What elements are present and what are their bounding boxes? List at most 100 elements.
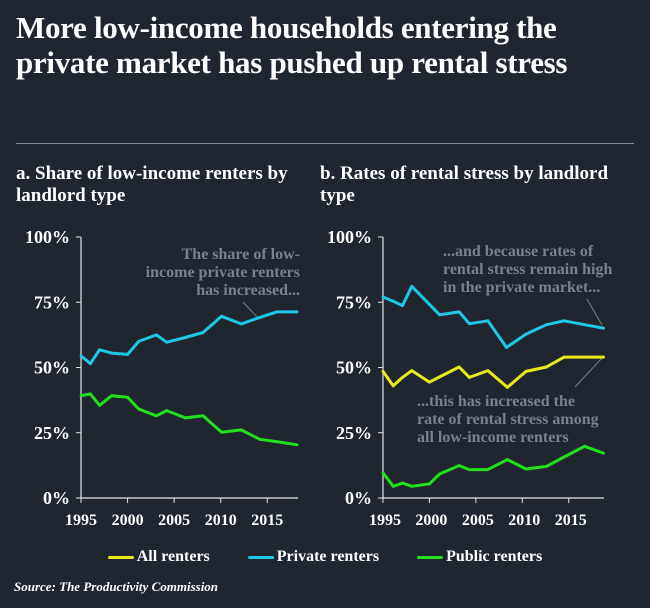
data-point-private	[155, 333, 158, 337]
series-line-public	[381, 444, 605, 488]
y-tick-label: 25%	[34, 423, 70, 443]
annotation-text: income private renters	[146, 264, 300, 281]
data-point-private	[258, 315, 262, 319]
data-point-private	[467, 322, 471, 326]
legend-swatch-private	[247, 555, 274, 559]
source-note: Source: The Productivity Commission	[14, 579, 219, 594]
data-point-private	[602, 326, 605, 330]
data-point-private	[201, 331, 205, 334]
data-point-all	[381, 370, 385, 373]
annotation-text: has increased...	[196, 282, 300, 299]
data-point-public	[428, 482, 431, 486]
x-tick-label: 2010	[508, 512, 540, 529]
x-tick-label: 2010	[205, 512, 237, 529]
chart-a-title: a. Share of low-income renters by landlo…	[16, 163, 288, 206]
data-point-private	[220, 314, 224, 318]
annotation-text: ...this has increased the	[417, 393, 575, 410]
data-point-public	[457, 464, 461, 468]
legend-label: Public renters	[446, 548, 543, 565]
data-point-public	[381, 471, 385, 475]
data-point-private	[524, 332, 528, 336]
data-point-private	[381, 295, 385, 299]
data-point-private	[505, 346, 508, 349]
data-point-public	[401, 481, 404, 485]
data-point-public	[165, 409, 169, 412]
data-point-private	[88, 362, 92, 365]
y-tick-label: 100%	[327, 227, 372, 247]
data-point-public	[602, 451, 605, 455]
data-point-private	[275, 310, 278, 314]
data-point-public	[79, 394, 83, 398]
x-tick-label: 2000	[112, 512, 144, 529]
data-point-private	[545, 323, 548, 327]
data-point-private	[438, 313, 442, 317]
data-point-all	[562, 355, 566, 359]
legend-label: Private renters	[276, 548, 380, 565]
data-point-all	[506, 385, 509, 389]
data-point-public	[506, 458, 509, 462]
x-tick-label: 2000	[415, 512, 447, 529]
series-line-private	[382, 284, 604, 349]
y-tick-label: 0%	[345, 488, 372, 508]
data-point-public	[239, 428, 243, 432]
x-tick-label: 2005	[462, 512, 494, 529]
data-point-public	[126, 395, 129, 399]
data-point-public	[438, 472, 442, 476]
data-point-public	[137, 407, 141, 411]
series-line-private	[80, 310, 298, 366]
legend-item-public: Public renters	[417, 548, 542, 566]
annotation-text: in the private market...	[443, 279, 600, 296]
legend: All renters Private renters Public rente…	[0, 548, 650, 566]
annotation-text: rental stress remain high	[443, 261, 612, 278]
x-tick-label: 1995	[369, 512, 401, 529]
data-point-public	[220, 430, 224, 434]
data-point-all	[401, 376, 404, 379]
data-point-public	[391, 484, 395, 488]
y-tick-label: 0%	[43, 488, 70, 508]
divider	[16, 143, 634, 144]
x-tick-label: 2005	[158, 512, 190, 529]
y-tick-label: 50%	[34, 358, 70, 378]
data-point-public	[583, 444, 586, 448]
data-point-public	[467, 468, 471, 471]
data-point-private	[239, 322, 243, 326]
data-point-all	[457, 365, 461, 369]
data-point-public	[201, 414, 205, 418]
data-point-public	[410, 484, 414, 488]
data-point-private	[295, 310, 299, 314]
data-point-public	[524, 467, 528, 471]
data-point-private	[165, 340, 169, 344]
data-point-all	[524, 370, 528, 373]
page-title: More low-income households entering the …	[16, 10, 568, 80]
data-point-private	[583, 323, 586, 327]
data-point-all	[410, 369, 414, 373]
annotation-pointer	[574, 357, 603, 388]
legend-item-all: All renters	[107, 548, 210, 566]
x-tick-label: 1995	[65, 512, 97, 529]
x-tick-label: 2015	[555, 512, 587, 529]
data-point-public	[183, 416, 187, 420]
data-point-public	[295, 443, 299, 447]
data-point-public	[155, 414, 158, 418]
y-tick-label: 100%	[25, 227, 70, 247]
data-point-all	[428, 380, 431, 384]
legend-swatch-all	[107, 555, 134, 559]
annotation-text: rate of rental stress among	[417, 411, 599, 428]
data-point-public	[545, 465, 548, 468]
data-point-public	[562, 455, 566, 459]
data-point-public	[258, 437, 262, 441]
data-point-private	[126, 353, 129, 356]
annotation-text: The share of low-	[182, 246, 300, 263]
y-tick-label: 50%	[336, 358, 372, 378]
annotation-text: ...and because rates of	[443, 243, 594, 260]
annotation-pointer	[242, 301, 259, 319]
legend-swatch-public	[417, 555, 444, 559]
data-point-public	[486, 468, 490, 471]
data-point-all	[391, 384, 395, 388]
y-tick-label: 75%	[336, 292, 372, 312]
data-point-public	[88, 392, 92, 396]
data-point-all	[602, 355, 605, 359]
data-point-all	[486, 369, 490, 373]
data-point-public	[98, 403, 102, 407]
